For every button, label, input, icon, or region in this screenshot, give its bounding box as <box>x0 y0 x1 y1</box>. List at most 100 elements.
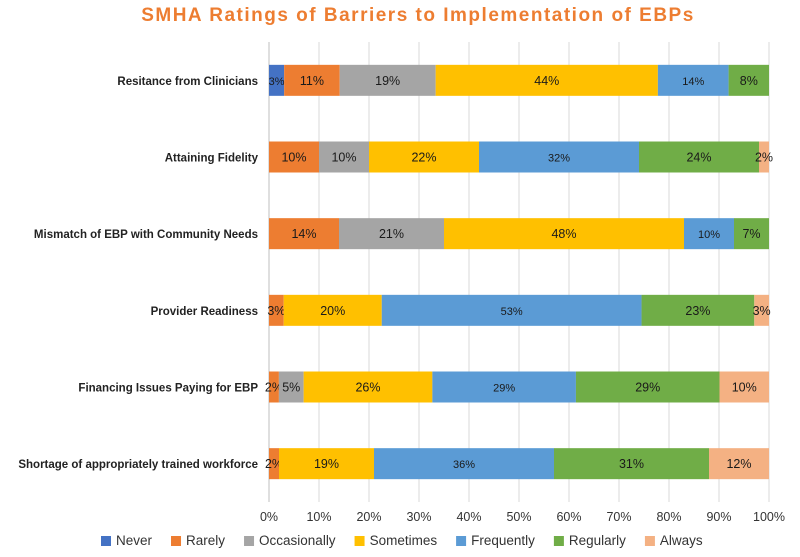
data-label: 29% <box>635 381 660 395</box>
bar-segment <box>432 371 576 403</box>
data-label: 11% <box>300 74 324 88</box>
data-label: 10% <box>732 381 757 395</box>
legend-item: Never <box>101 533 153 548</box>
bar-segment <box>319 141 369 173</box>
chart-title: SMHA Ratings of Barriers to Implementati… <box>141 5 695 26</box>
legend-label: Never <box>116 533 153 548</box>
bar-segment <box>728 64 769 96</box>
data-label: 7% <box>742 227 760 241</box>
category-label: Resitance from Clinicians <box>117 76 258 88</box>
legend-label: Occasionally <box>259 533 336 548</box>
legend-item: Frequently <box>456 533 535 548</box>
bar-segment <box>575 371 720 403</box>
data-label: 2% <box>265 457 283 471</box>
category-label: Provider Readiness <box>151 306 258 318</box>
bar-segment <box>639 141 759 173</box>
legend-label: Frequently <box>471 533 535 548</box>
category-label: Attaining Fidelity <box>165 153 259 165</box>
bar-segment <box>339 218 444 250</box>
category-label: Financing Issues Paying for EBP <box>78 383 258 395</box>
data-label: 24% <box>686 151 711 165</box>
bar-segment <box>269 371 279 403</box>
bar-segment <box>279 448 374 480</box>
bar-segment <box>369 141 479 173</box>
category-label: Shortage of appropriately trained workfo… <box>18 459 258 471</box>
legend-label: Sometimes <box>370 533 438 548</box>
legend-item: Rarely <box>171 533 225 548</box>
legend-swatch <box>244 536 255 546</box>
bar-segment <box>754 294 769 326</box>
x-axis-ticks: 0% 10% 20% 30% 40% 50% 60% 70% 80% 90% 100% <box>260 510 785 524</box>
x-tick-label: 70% <box>606 510 631 524</box>
data-label: 36% <box>453 459 475 471</box>
data-label: 23% <box>685 304 710 318</box>
legend-label: Always <box>660 533 703 548</box>
data-label: 31% <box>619 457 644 471</box>
bar-segment <box>554 448 709 480</box>
data-label: 26% <box>355 381 380 395</box>
bar-segment <box>374 448 554 480</box>
bar-segment <box>303 371 433 403</box>
bar-segment <box>719 371 769 403</box>
data-label: 32% <box>548 153 570 165</box>
data-label: 19% <box>375 74 400 88</box>
legend: Never Rarely Occasionally Sometimes Frequent… <box>101 533 703 548</box>
bar-segment <box>269 218 339 250</box>
category-labels: Resitance from Clinicians Attaining Fidel… <box>18 76 258 471</box>
bar-segment <box>734 218 769 250</box>
bar-segment <box>641 294 755 326</box>
data-label: 21% <box>379 227 404 241</box>
data-label: 29% <box>493 383 515 395</box>
data-label: 8% <box>740 74 758 88</box>
legend-item: Occasionally <box>244 533 336 548</box>
data-label: 3% <box>753 304 771 318</box>
data-label: 14% <box>682 76 704 88</box>
x-tick-label: 50% <box>506 510 531 524</box>
bar-segment <box>657 64 729 96</box>
x-tick-label: 10% <box>306 510 331 524</box>
bar-segment <box>444 218 684 250</box>
x-tick-label: 40% <box>456 510 481 524</box>
legend-swatch <box>101 536 111 546</box>
data-label: 2% <box>265 381 283 395</box>
legend-swatch <box>644 536 655 546</box>
data-label: 19% <box>314 457 339 471</box>
legend-item: Regularly <box>553 533 626 548</box>
bar-segment <box>278 371 304 403</box>
legend-swatch <box>171 536 182 546</box>
x-tick-label: 20% <box>356 510 381 524</box>
bar-segment <box>269 64 285 96</box>
data-label: 53% <box>501 306 523 318</box>
category-label: Mismatch of EBP with Community Needs <box>34 229 258 241</box>
legend-item: Sometimes <box>354 533 438 548</box>
data-label: 14% <box>291 227 316 241</box>
x-tick-label: 100% <box>753 510 785 524</box>
data-label: 10% <box>698 229 720 241</box>
data-label: 2% <box>755 151 773 165</box>
data-label: 3% <box>267 304 285 318</box>
legend-item: Always <box>644 533 703 548</box>
x-tick-label: 90% <box>706 510 731 524</box>
bar-segment <box>381 294 642 326</box>
bar-segment <box>339 64 436 96</box>
legend-label: Rarely <box>186 533 225 548</box>
bar-segment <box>435 64 658 96</box>
data-label: 3% <box>269 76 285 88</box>
data-label: 44% <box>534 74 559 88</box>
legend-swatch <box>553 536 564 546</box>
x-tick-label: 30% <box>406 510 431 524</box>
legend-swatch <box>354 536 365 546</box>
bar-segment <box>759 141 769 173</box>
legend-swatch <box>456 536 467 546</box>
bar-segment <box>269 448 279 480</box>
gridlines <box>268 42 770 502</box>
data-label: 12% <box>726 457 751 471</box>
x-tick-label: 60% <box>556 510 581 524</box>
x-tick-label: 0% <box>260 510 278 524</box>
x-tick-label: 80% <box>656 510 681 524</box>
bar-segment <box>284 64 340 96</box>
bar-segment <box>283 294 382 326</box>
data-label: 22% <box>411 151 436 165</box>
data-label: 10% <box>331 151 356 165</box>
